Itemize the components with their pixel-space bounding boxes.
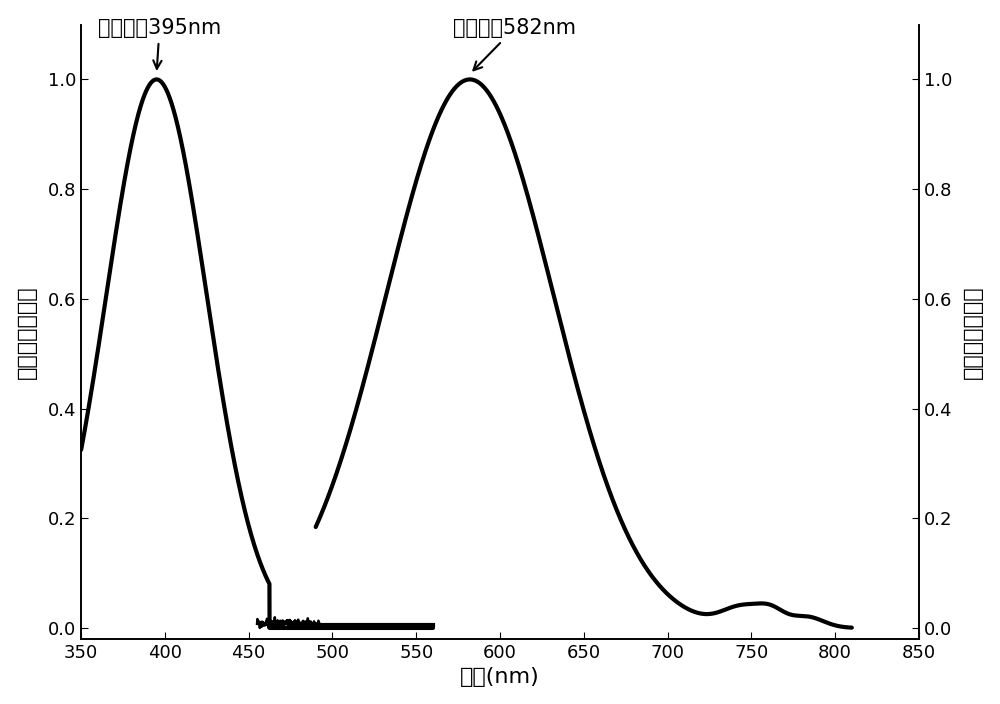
Text: 荧光发射582nm: 荧光发射582nm <box>453 18 576 70</box>
Y-axis label: 荧光强度归一化: 荧光强度归一化 <box>963 285 983 379</box>
Text: 紫外吸收395nm: 紫外吸收395nm <box>98 18 221 69</box>
Y-axis label: 吸收强度归一化: 吸收强度归一化 <box>17 285 37 379</box>
X-axis label: 波长(nm): 波长(nm) <box>460 667 540 687</box>
